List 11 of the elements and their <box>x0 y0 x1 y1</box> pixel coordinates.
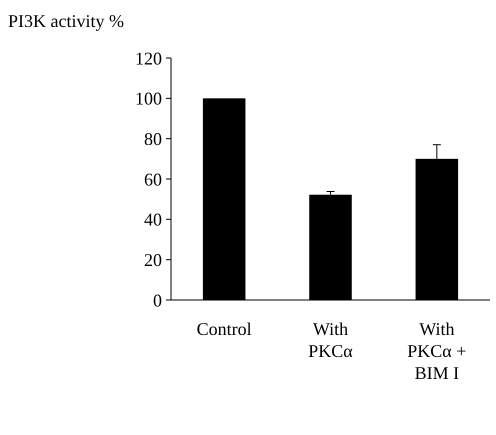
y-tick-label: 40 <box>144 210 162 230</box>
y-tick-label: 100 <box>135 88 162 109</box>
y-axis-title: PI3K activity % <box>8 11 124 31</box>
y-tick-label: 60 <box>144 169 162 190</box>
y-tick-label: 20 <box>144 250 162 270</box>
x-tick-label: Control <box>196 319 252 339</box>
y-tick-label: 120 <box>135 48 162 68</box>
x-tick-label: With PKCα + BIM I <box>407 319 466 383</box>
y-tick-label: 80 <box>144 128 162 149</box>
y-tick-label: 0 <box>153 290 162 310</box>
x-tick-label: With PKCα <box>308 319 354 361</box>
